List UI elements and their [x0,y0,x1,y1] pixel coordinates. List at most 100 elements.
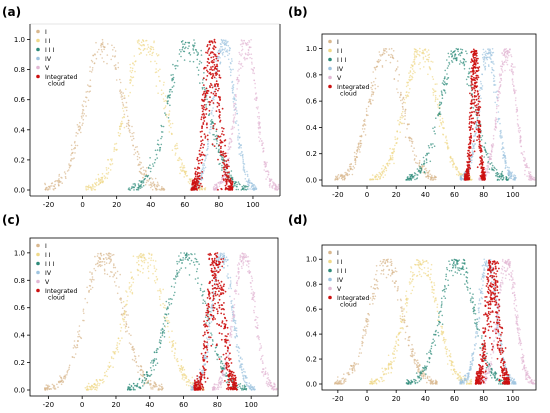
data-point [233,96,235,98]
data-point [150,167,152,170]
data-point [58,181,61,184]
series-2-points [84,252,205,391]
data-point [130,284,133,286]
data-point [109,261,112,263]
data-point [182,366,185,369]
data-point [224,173,227,176]
data-point [404,94,407,97]
data-point [203,143,205,146]
data-point [474,126,477,129]
data-point [150,386,152,389]
data-point [91,286,94,289]
data-point [120,301,123,304]
data-point [141,256,143,259]
data-point [86,389,89,391]
data-point [412,150,414,152]
data-point [202,146,205,149]
data-point [244,388,246,391]
data-point [99,181,102,184]
data-point [175,359,178,361]
data-point [138,185,141,188]
data-point [206,45,209,48]
data-point [168,124,171,127]
data-point [234,114,236,116]
data-point [137,153,140,155]
data-point [471,128,474,130]
data-point [172,343,175,345]
x-tick-label: 0 [365,191,369,199]
data-point [95,184,98,187]
data-point [259,138,262,140]
data-point [244,42,247,44]
data-point [78,128,81,131]
data-point [473,147,475,150]
data-point [156,188,158,191]
data-point [458,63,461,65]
data-point [341,178,344,181]
data-point [159,288,161,290]
data-point [141,44,143,47]
data-point [199,182,202,185]
data-point [433,145,436,147]
data-point [146,179,148,182]
data-point [148,257,150,260]
data-point [341,177,343,179]
data-point [107,365,109,367]
data-point [105,257,107,259]
data-point [468,118,471,121]
data-point [404,115,406,117]
data-point [211,77,214,80]
data-point [497,117,500,120]
data-point [57,179,60,182]
data-point [123,113,126,116]
data-point [501,136,503,139]
data-point [388,159,390,162]
data-point [481,135,484,137]
data-point [191,253,193,256]
data-point [140,365,142,367]
data-point [129,78,132,81]
data-point [241,385,244,387]
data-point [505,61,508,64]
data-point [214,350,216,353]
data-point [456,56,458,59]
data-point [491,151,493,153]
data-point [418,63,420,66]
x-tick-label: -20 [43,201,54,209]
data-point [220,367,223,370]
data-point [484,148,486,150]
data-point [115,68,117,70]
data-point [387,54,390,56]
data-point [507,53,509,55]
data-point [221,156,223,158]
data-point [439,101,441,103]
data-point [231,133,233,135]
data-point [132,84,134,87]
data-point [196,268,199,270]
data-point [502,141,504,144]
data-point [215,77,217,80]
data-point [45,384,48,386]
data-point [374,175,377,177]
data-point [456,173,458,176]
data-point [233,117,235,120]
data-point [432,78,435,80]
data-point [74,144,77,147]
data-point [384,48,387,50]
data-point [457,48,460,50]
data-point [170,126,172,129]
data-point [120,96,122,98]
data-point [204,159,207,161]
data-point [217,59,219,62]
data-point [422,56,425,59]
data-point [364,124,367,126]
data-point [442,80,445,82]
data-point [241,65,244,68]
data-point [235,99,237,101]
data-point [491,67,493,69]
data-point [184,47,186,50]
data-point [422,49,424,52]
data-point [145,382,147,384]
data-point [178,53,181,55]
data-point [168,304,171,306]
